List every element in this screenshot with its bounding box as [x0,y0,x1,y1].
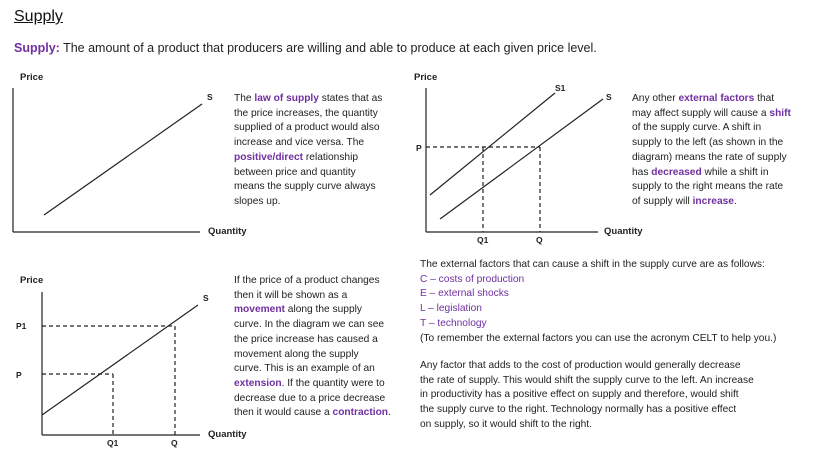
diagram2-supply-curve-s1 [429,92,556,196]
text-span: . [733,195,737,207]
text-line: If the price of a product changes [234,275,380,286]
diagram3-price-label: Price [20,275,44,286]
diagram1-supply-curve [43,103,203,216]
text-line: in productivity has a positive effect on… [420,389,739,401]
celt-section: The external factors that can cause a sh… [420,258,776,346]
diagram1-curve-label: S [207,92,213,102]
text-span: while a shift in [701,166,769,178]
text-span: of supply will [632,195,693,207]
text-span: Any other [632,93,679,104]
movement-text: If the price of a product changes then i… [234,274,391,421]
text-line: the rate of supply. This would shift the… [420,374,754,386]
text-line: curve. This is an example of an [234,363,375,375]
text-line: increase and vice versa. The [234,137,365,149]
movement-term: movement [234,304,285,316]
text-line: between price and quantity [234,166,356,178]
diagram3-p-label: P [16,370,22,380]
text-line: supplied of a product would also [234,122,380,134]
page-title: Supply [14,8,63,25]
text-span: The [234,93,255,104]
text-span: relationship [303,151,359,163]
definition-term: Supply: [14,41,60,55]
text-span: along the supply [284,304,362,316]
text-line: slopes up. [234,195,281,207]
definition-text: The amount of a product that producers a… [59,41,597,55]
law-of-supply-term: law of supply [254,93,319,104]
diagram2-q-label: Q [536,235,543,245]
supply-definition: Supply: The amount of a product that pro… [14,41,597,55]
text-line: the price increases, the quantity [234,107,378,119]
text-span: that [754,93,775,104]
celt-item-costs: C – costs of production [420,273,525,285]
text-line: on supply, so it would shift to the righ… [420,418,592,430]
text-span: may affect supply will cause a [632,107,770,119]
contraction-term: contraction [332,407,389,419]
diagram3-quantity-label: Quantity [208,429,247,440]
text-line: curve. In the diagram we can see [234,319,385,331]
text-line: diagram) means the rate of supply [632,151,787,163]
diagram2-quantity-label: Quantity [604,226,643,237]
text-line: then it will be shown as a [234,289,348,301]
diagram2-p-label: P [416,143,422,153]
shift-term: shift [769,107,791,119]
text-span: then it would cause a [234,407,333,419]
text-span: states that as [318,93,383,104]
diagram3-p1-label: P1 [16,321,27,331]
text-line: of the supply curve. A shift in [632,122,762,134]
factor-effects-text: Any factor that adds to the cost of prod… [420,359,754,433]
diagram2-price-label: Price [414,72,438,83]
diagram1-quantity-label: Quantity [208,226,247,237]
law-of-supply-text: The law of supply states that as the pri… [234,92,382,210]
diagram3-q-label: Q [171,438,178,448]
diagram2-curve-label-s: S [606,92,612,102]
external-factors-term: external factors [678,93,755,104]
diagram2-supply-curve-s [439,98,604,220]
diagram2-q1-label: Q1 [477,235,489,245]
text-line: decrease due to a price decrease [234,392,386,404]
text-span: . [388,407,391,419]
diagram3-supply-curve [41,304,199,416]
positive-direct-term: positive/direct [234,151,304,163]
celt-intro: The external factors that can cause a sh… [420,259,765,270]
text-line: supply to the left (as shown in the [632,137,784,149]
text-line: the price increase has caused a [234,333,378,345]
celt-item-legislation: L – legislation [420,303,482,315]
diagram1-price-label: Price [20,72,44,83]
text-line: means the supply curve always [234,181,376,193]
text-line: movement along the supply [234,348,359,360]
text-span: has [632,166,652,178]
text-line: the supply curve to the right. Technolog… [420,404,737,416]
celt-item-external-shocks: E – external shocks [420,288,509,300]
decreased-term: decreased [651,166,702,178]
diagram3-q1-label: Q1 [107,438,119,448]
diagram3-curve-label: S [203,293,209,303]
diagram2-curve-label-s1: S1 [555,83,566,93]
external-factors-text: Any other external factors that may affe… [632,92,791,210]
celt-item-technology: T – technology [420,317,487,329]
text-line: supply to the right means the rate [632,181,784,193]
text-span: . If the quantity were to [281,377,385,389]
text-line: Any factor that adds to the cost of prod… [420,360,741,371]
increase-term: increase [692,195,734,207]
celt-note: (To remember the external factors you ca… [420,332,777,344]
extension-term: extension [234,377,282,389]
